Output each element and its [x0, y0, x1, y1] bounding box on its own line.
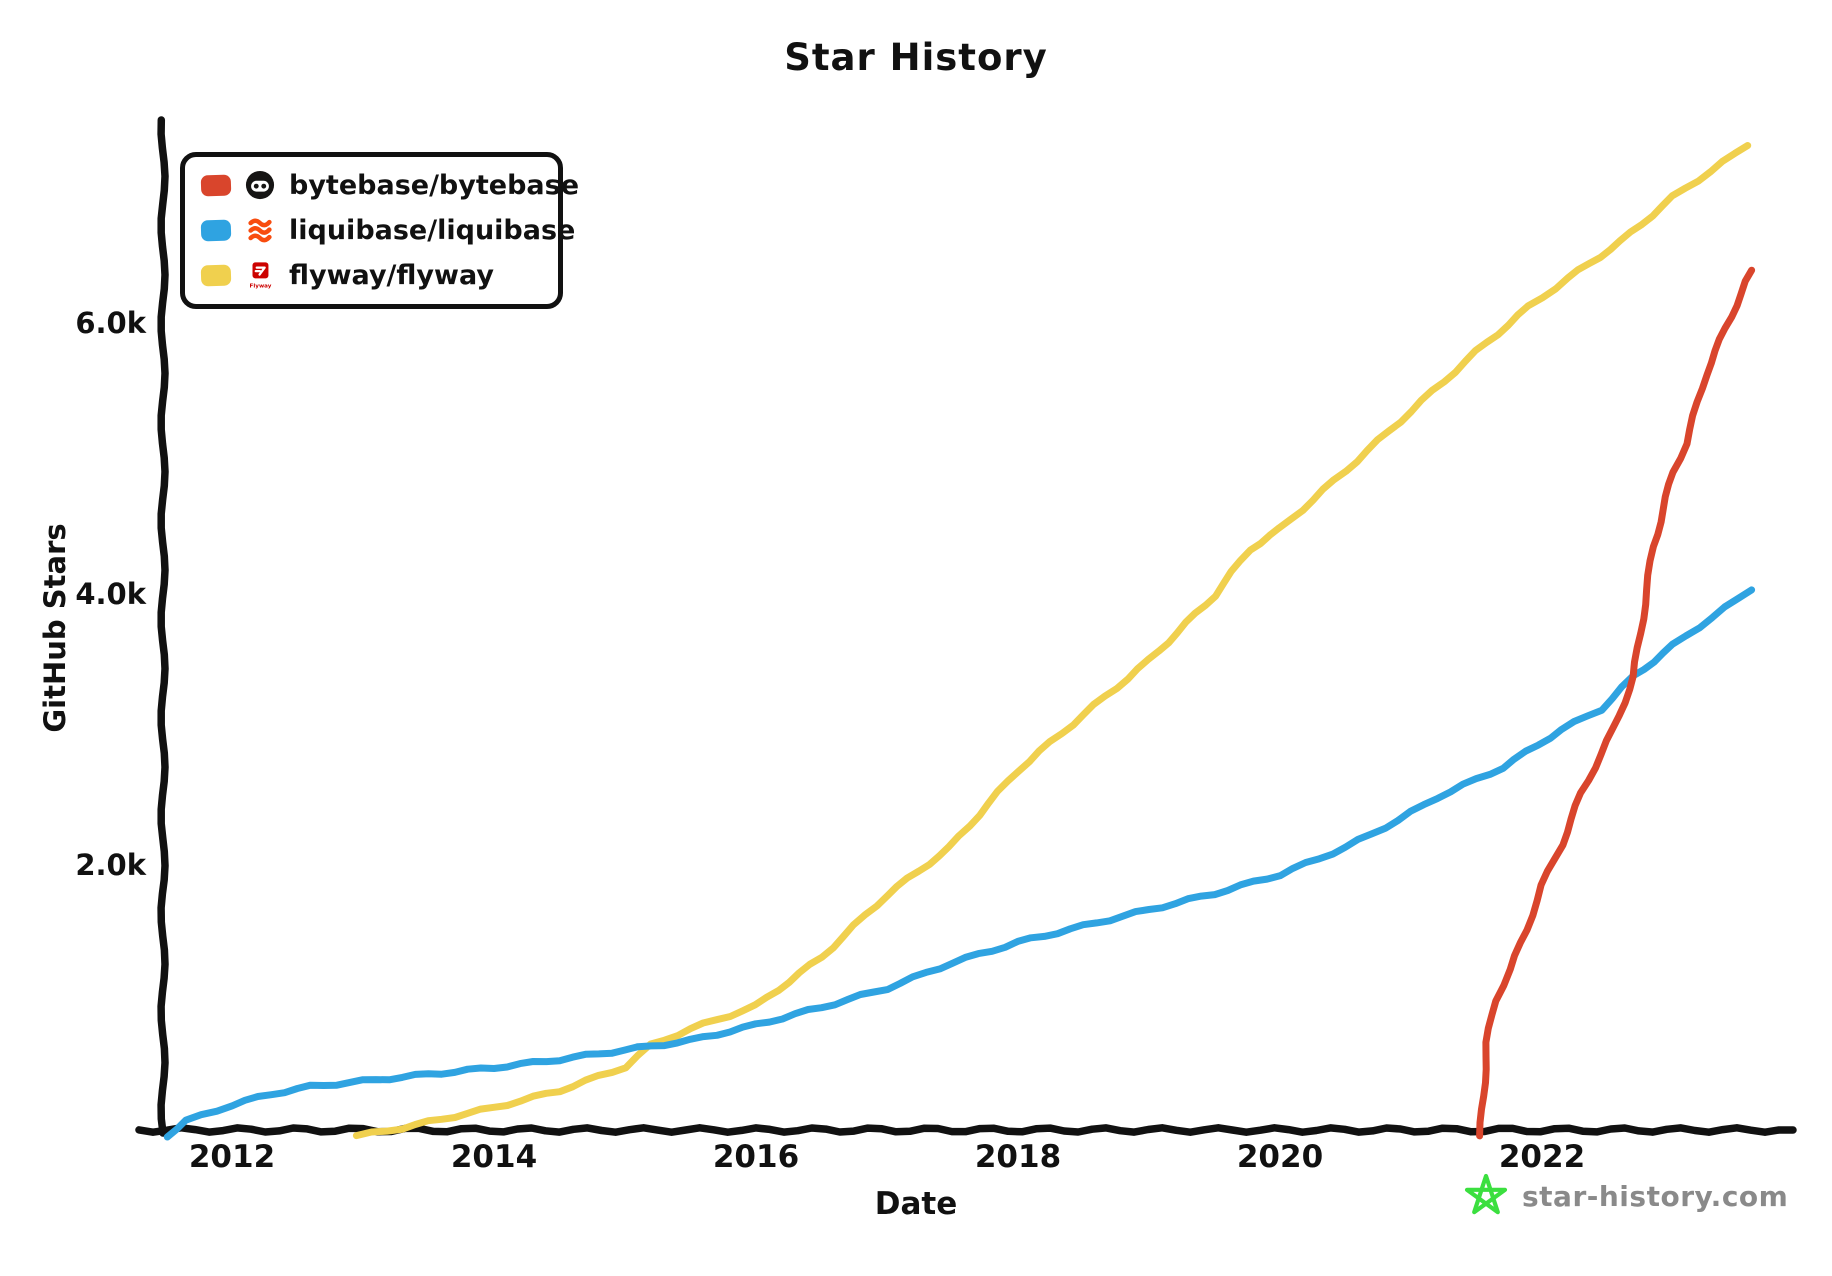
legend-swatch-bytebase — [200, 174, 232, 197]
svg-text:Flyway: Flyway — [250, 283, 272, 289]
chart-title: Star History — [784, 36, 1048, 79]
flyway-logo-icon: Flyway — [244, 260, 276, 292]
legend: bytebase/bytebase liquibase/liquibase — [180, 152, 579, 309]
liquibase-logo-icon — [244, 215, 276, 247]
x-tick-2020: 2020 — [1236, 1139, 1324, 1175]
legend-swatch-flyway — [200, 264, 232, 287]
x-tick-2022: 2022 — [1498, 1139, 1586, 1175]
x-tick-2018: 2018 — [974, 1139, 1062, 1175]
legend-item-bytebase: bytebase/bytebase — [200, 164, 579, 206]
star-doodle-icon — [1462, 1172, 1510, 1220]
x-axis-label: Date — [874, 1186, 958, 1222]
series-line-bytebase — [1476, 266, 1756, 1140]
legend-label: bytebase/bytebase — [289, 169, 580, 201]
y-tick-6.0k: 6.0k — [75, 306, 146, 340]
x-tick-2014: 2014 — [450, 1139, 538, 1175]
y-axis-label: GitHub Stars — [38, 523, 72, 733]
legend-item-flyway: Flyway flyway/flyway — [200, 255, 558, 297]
legend-swatch-liquibase — [200, 219, 232, 242]
y-tick-4.0k: 4.0k — [75, 577, 146, 611]
watermark-link[interactable]: star-history.com — [1462, 1172, 1788, 1220]
legend-item-liquibase: liquibase/liquibase — [200, 210, 575, 252]
legend-label: flyway/flyway — [289, 260, 494, 292]
x-tick-2012: 2012 — [188, 1139, 276, 1175]
watermark-text: star-history.com — [1522, 1179, 1789, 1213]
y-axis-line — [157, 116, 169, 1137]
y-tick-2.0k: 2.0k — [75, 848, 146, 882]
series-line-liquibase — [163, 586, 1756, 1141]
bytebase-logo-icon — [244, 169, 276, 201]
series-line-flyway — [352, 142, 1752, 1140]
x-tick-2016: 2016 — [712, 1139, 800, 1175]
legend-label: liquibase/liquibase — [289, 215, 576, 246]
